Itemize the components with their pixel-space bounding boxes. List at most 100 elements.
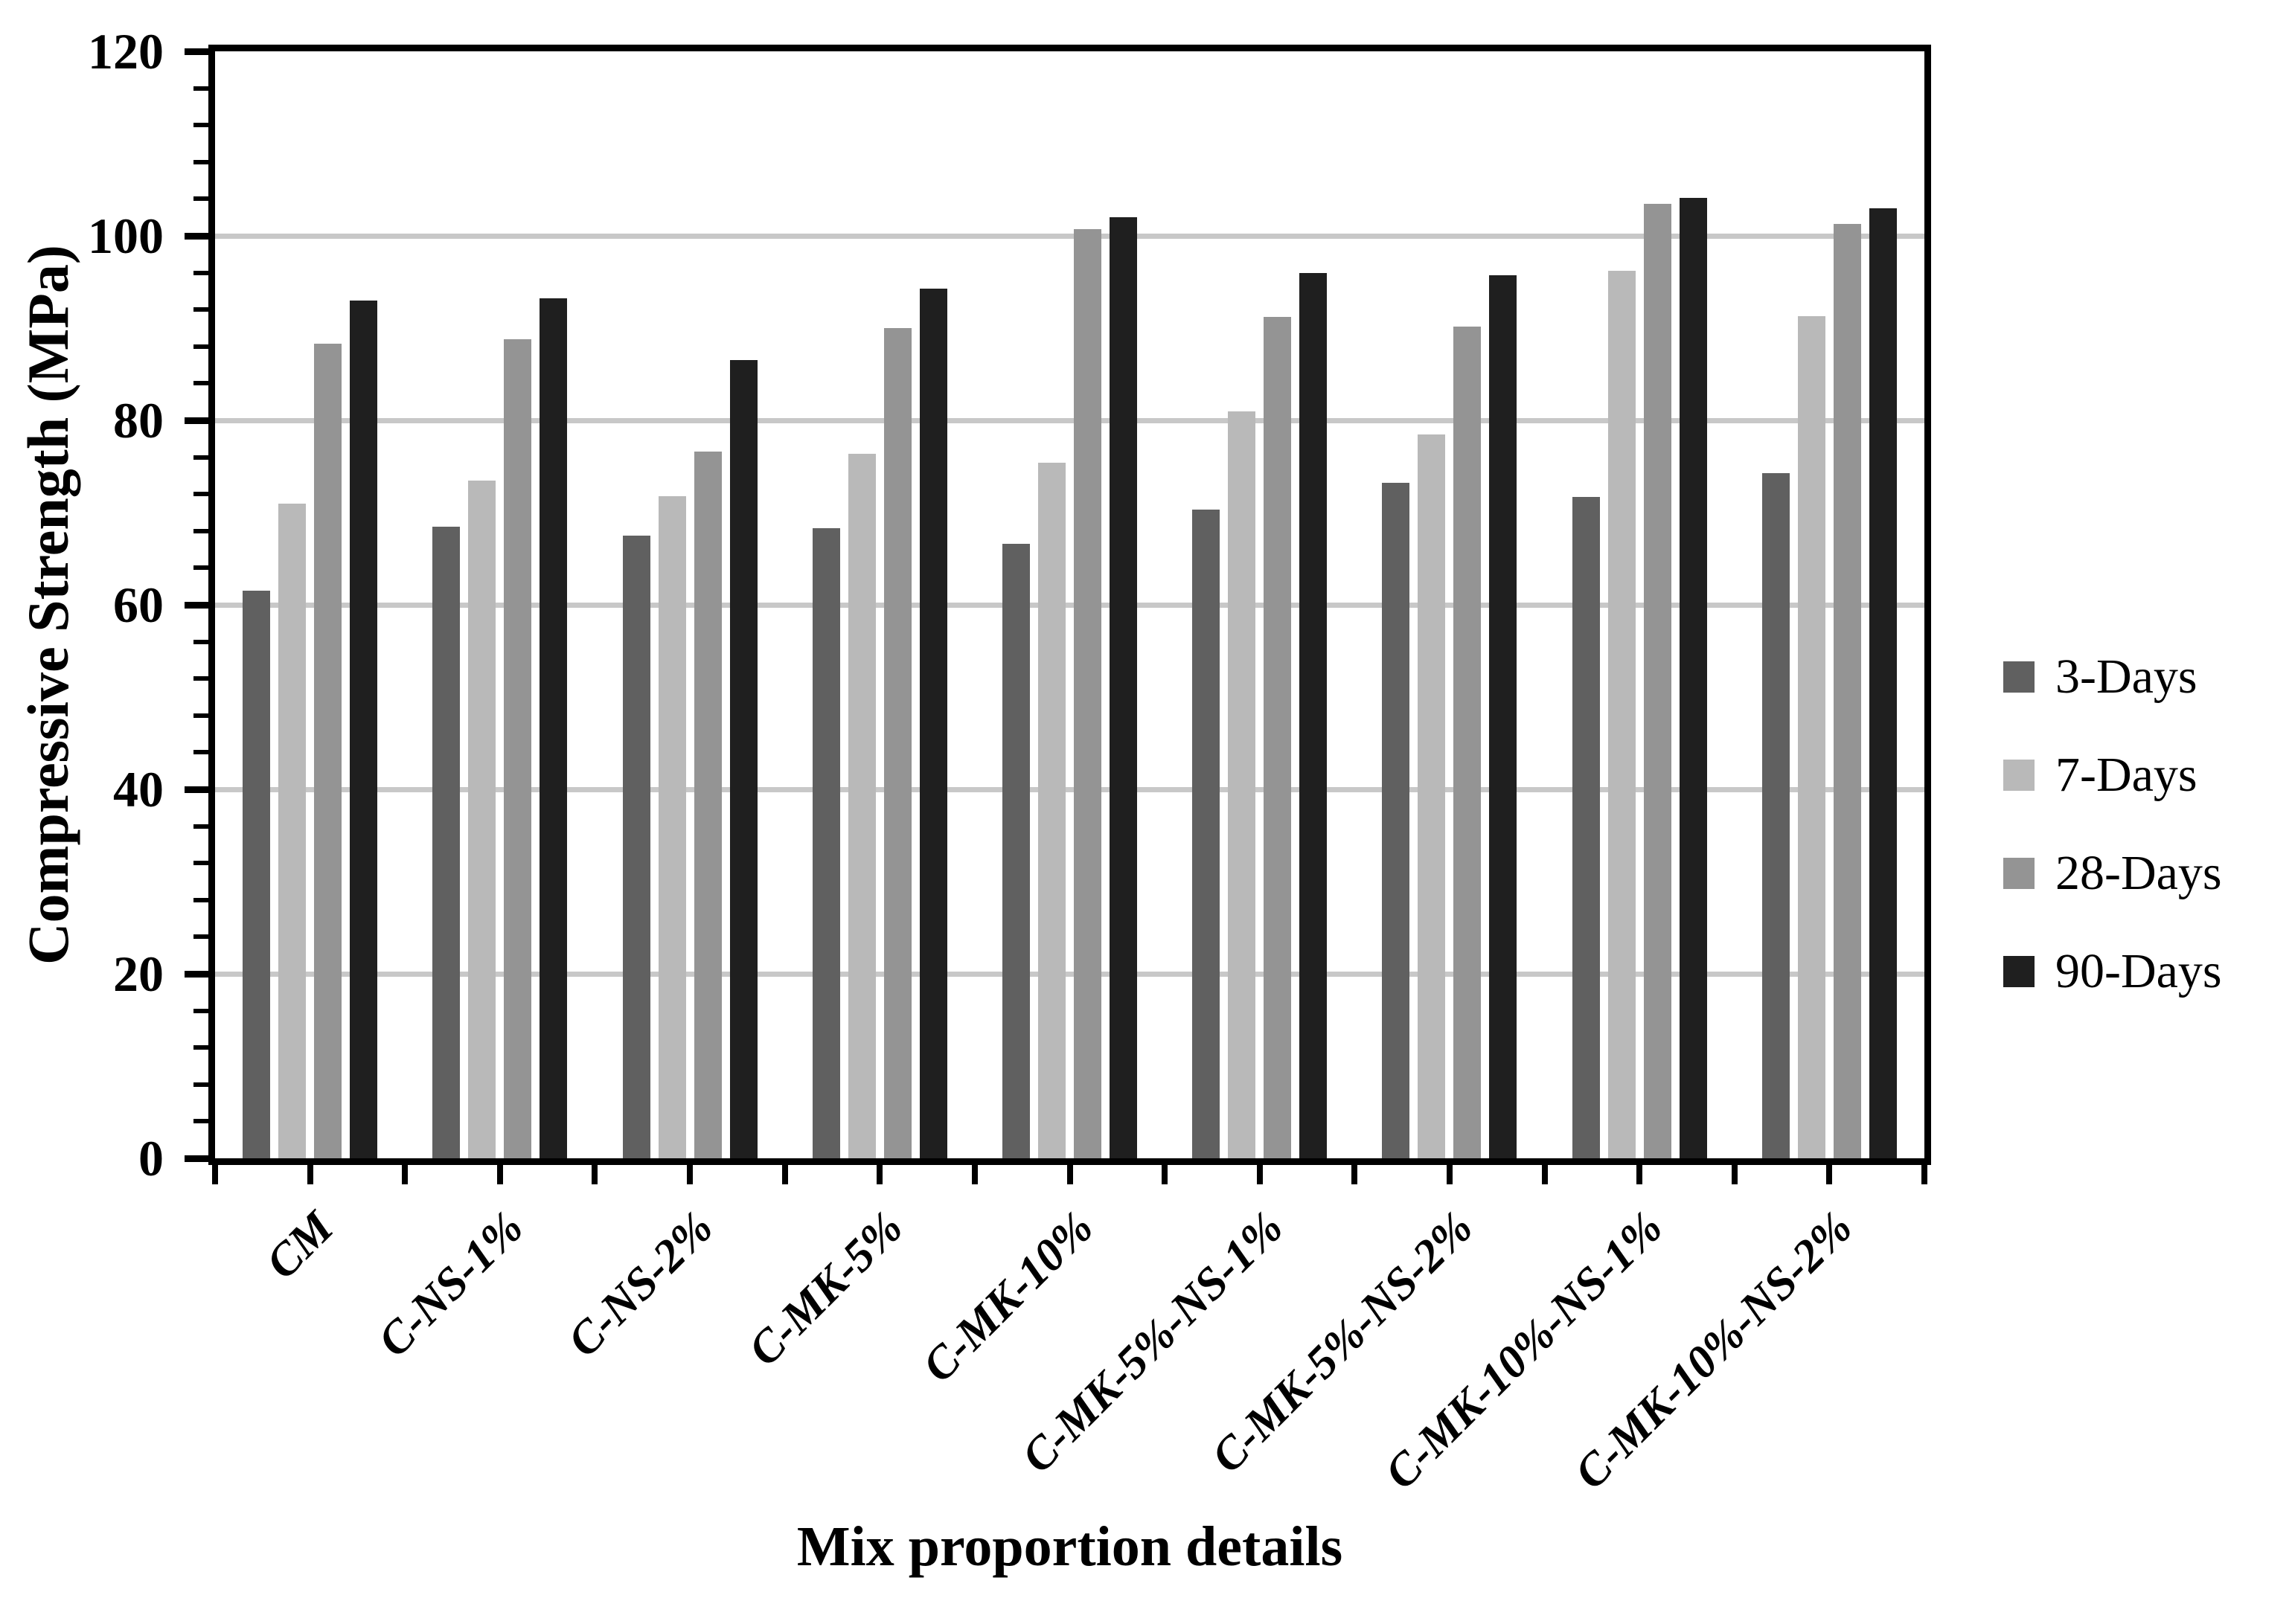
legend-swatch bbox=[2003, 858, 2035, 889]
bar-3-days-c-mk-5%-ns-1% bbox=[1192, 510, 1220, 1158]
legend-swatch bbox=[2003, 661, 2035, 693]
y-tick-label: 60 bbox=[113, 577, 164, 633]
y-axis-major-tick bbox=[185, 417, 208, 424]
x-axis-title: Mix proportion details bbox=[796, 1515, 1343, 1578]
legend-swatch bbox=[2003, 956, 2035, 987]
y-axis-major-tick bbox=[185, 971, 208, 978]
legend-label: 90-Days bbox=[2055, 944, 2222, 998]
x-axis-tick bbox=[1162, 1164, 1168, 1184]
bar-28-days-c-ns-2% bbox=[694, 452, 722, 1158]
bar-7-days-c-mk-10%-ns-1% bbox=[1607, 271, 1636, 1158]
bar-90-days-c-mk-5% bbox=[919, 288, 947, 1158]
bar-28-days-c-mk-5%-ns-2% bbox=[1453, 326, 1482, 1158]
y-axis-minor-tick bbox=[193, 713, 208, 718]
gridline bbox=[215, 603, 1924, 608]
bar-90-days-c-mk-5%-ns-2% bbox=[1489, 275, 1517, 1158]
y-axis-major-tick bbox=[185, 48, 208, 55]
bar-90-days-c-ns-1% bbox=[540, 298, 568, 1158]
x-axis-tick bbox=[1446, 1164, 1453, 1184]
y-axis-minor-tick bbox=[193, 270, 208, 275]
x-axis-tick bbox=[971, 1164, 978, 1184]
legend-label: 7-Days bbox=[2055, 748, 2197, 802]
y-axis-major-tick bbox=[185, 1155, 208, 1162]
plot-area bbox=[208, 45, 1931, 1165]
y-axis-minor-tick bbox=[193, 123, 208, 128]
bar-28-days-c-ns-1% bbox=[504, 338, 532, 1158]
y-axis-minor-tick bbox=[193, 159, 208, 164]
bar-7-days-c-ns-2% bbox=[658, 495, 686, 1158]
y-axis-minor-tick bbox=[193, 492, 208, 497]
y-axis-major-tick bbox=[185, 602, 208, 609]
x-axis-tick bbox=[1066, 1164, 1073, 1184]
legend-item-7-days: 7-Days bbox=[2003, 748, 2197, 802]
x-axis-tick bbox=[877, 1164, 883, 1184]
y-axis-minor-tick bbox=[193, 676, 208, 681]
y-axis-minor-tick bbox=[193, 861, 208, 866]
x-axis-tick bbox=[1256, 1164, 1263, 1184]
gridline bbox=[215, 418, 1924, 423]
y-axis-minor-tick bbox=[193, 750, 208, 755]
legend-swatch bbox=[2003, 760, 2035, 791]
bar-28-days-c-mk-10% bbox=[1074, 229, 1101, 1158]
legend: 3-Days 7-Days 28-Days 90-Days bbox=[2003, 650, 2286, 1067]
y-axis-minor-tick bbox=[193, 307, 208, 312]
bar-7-days-c-ns-1% bbox=[468, 480, 496, 1158]
bar-3-days-c-mk-5% bbox=[812, 528, 840, 1158]
legend-item-3-days: 3-Days bbox=[2003, 650, 2197, 704]
bar-28-days-c-mk-10%-ns-1% bbox=[1643, 203, 1671, 1158]
bar-90-days-c-mk-5%-ns-1% bbox=[1299, 272, 1328, 1158]
bar-7-days-c-mk-5% bbox=[848, 453, 876, 1158]
bar-7-days-c-mk-5%-ns-1% bbox=[1228, 411, 1256, 1158]
x-axis-tick bbox=[592, 1164, 598, 1184]
bar-90-days-c-mk-10%-ns-1% bbox=[1679, 198, 1707, 1158]
x-axis-tick bbox=[1541, 1164, 1548, 1184]
bar-3-days-c-mk-5%-ns-2% bbox=[1382, 483, 1410, 1158]
bar-3-days-c-mk-10%-ns-1% bbox=[1572, 496, 1600, 1158]
y-tick-label: 0 bbox=[138, 1130, 164, 1187]
bar-3-days-c-ns-2% bbox=[622, 536, 650, 1158]
bar-28-days-c-mk-5%-ns-1% bbox=[1264, 317, 1292, 1158]
bar-28-days-cm bbox=[314, 344, 342, 1158]
y-axis-major-tick bbox=[185, 233, 208, 240]
bar-90-days-cm bbox=[350, 300, 378, 1158]
bar-28-days-c-mk-10%-ns-2% bbox=[1833, 223, 1861, 1158]
bar-7-days-c-mk-10%-ns-2% bbox=[1797, 315, 1825, 1158]
y-axis-minor-tick bbox=[193, 344, 208, 349]
x-axis-tick bbox=[1731, 1164, 1738, 1184]
x-axis-tick bbox=[402, 1164, 409, 1184]
x-axis-tick bbox=[307, 1164, 313, 1184]
legend-item-28-days: 28-Days bbox=[2003, 847, 2222, 900]
y-tick-label: 80 bbox=[113, 392, 164, 449]
y-tick-label: 120 bbox=[88, 23, 164, 80]
bar-90-days-c-mk-10% bbox=[1110, 217, 1137, 1158]
y-axis-minor-tick bbox=[193, 1119, 208, 1124]
legend-label: 28-Days bbox=[2055, 846, 2222, 900]
y-axis-minor-tick bbox=[193, 1082, 208, 1087]
x-axis-tick bbox=[496, 1164, 503, 1184]
bar-7-days-cm bbox=[278, 503, 307, 1158]
gridline bbox=[215, 787, 1924, 792]
y-axis-minor-tick bbox=[193, 455, 208, 460]
y-tick-label: 100 bbox=[88, 208, 164, 264]
y-axis-minor-tick bbox=[193, 934, 208, 940]
x-axis-tick bbox=[1921, 1164, 1927, 1184]
bar-3-days-c-mk-10%-ns-2% bbox=[1761, 472, 1790, 1158]
gridline bbox=[215, 234, 1924, 239]
gridline bbox=[215, 972, 1924, 977]
legend-label: 3-Days bbox=[2055, 649, 2197, 704]
bar-3-days-c-mk-10% bbox=[1002, 544, 1030, 1158]
y-axis-minor-tick bbox=[193, 565, 208, 571]
bar-90-days-c-ns-2% bbox=[729, 360, 758, 1158]
legend-item-90-days: 90-Days bbox=[2003, 945, 2222, 998]
bar-7-days-c-mk-10% bbox=[1038, 463, 1066, 1158]
bar-28-days-c-mk-5% bbox=[883, 328, 912, 1158]
y-axis-minor-tick bbox=[193, 86, 208, 91]
y-axis-minor-tick bbox=[193, 1008, 208, 1013]
bar-90-days-c-mk-10%-ns-2% bbox=[1869, 208, 1897, 1158]
y-axis-minor-tick bbox=[193, 1045, 208, 1050]
bar-7-days-c-mk-5%-ns-2% bbox=[1418, 434, 1446, 1158]
y-axis-minor-tick bbox=[193, 196, 208, 202]
y-axis-minor-tick bbox=[193, 897, 208, 902]
x-axis-tick bbox=[1636, 1164, 1643, 1184]
